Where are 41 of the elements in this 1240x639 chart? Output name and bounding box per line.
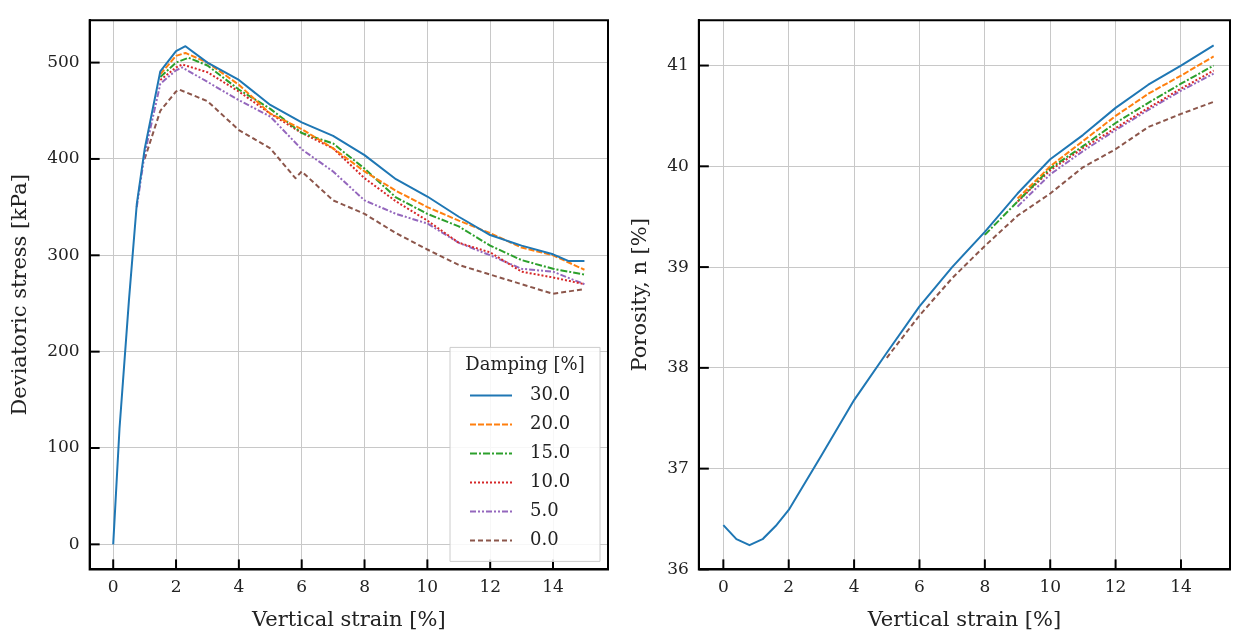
legend-label: 30.0 (530, 383, 571, 405)
y-tick-label: 400 (47, 147, 80, 168)
x-tick-label: 0 (107, 576, 119, 597)
y-tick-label: 100 (47, 436, 80, 457)
y-tick-label: 300 (47, 243, 80, 264)
y-tick-label: 41 (667, 53, 689, 74)
x-tick-label: 14 (1170, 576, 1192, 597)
legend-label: 10.0 (530, 470, 571, 492)
x-tick-label: 4 (848, 576, 860, 597)
x-axis-title: Vertical strain [%] (251, 606, 446, 631)
x-tick-label: 8 (979, 576, 991, 597)
y-axis-title: Porosity, n [%] (627, 218, 652, 372)
x-tick-label: 14 (542, 576, 564, 597)
x-tick-label: 12 (1104, 576, 1127, 597)
x-tick-label: 0 (717, 576, 729, 597)
legend-label: 5.0 (530, 499, 559, 521)
line-series (885, 100, 1215, 359)
y-tick-label: 200 (47, 340, 80, 361)
x-tick-label: 10 (416, 576, 439, 597)
x-axis-title: Vertical strain [%] (866, 606, 1062, 631)
y-tick-label: 37 (667, 457, 689, 478)
y-tick-label: 500 (47, 51, 80, 72)
y-tick-label: 36 (667, 557, 689, 578)
legend-title: Damping [%] (465, 353, 585, 375)
y-tick-label: 39 (667, 255, 689, 276)
y-tick-label: 38 (667, 356, 689, 377)
x-tick-label: 2 (783, 576, 795, 597)
legend-label: 0.0 (530, 528, 559, 550)
x-tick-label: 10 (1039, 576, 1062, 597)
y-tick-label: 40 (667, 154, 689, 175)
legend-label: 20.0 (530, 412, 571, 434)
y-tick-label: 0 (68, 532, 80, 553)
x-tick-label: 6 (914, 576, 925, 597)
x-tick-label: 2 (170, 576, 182, 597)
x-tick-label: 12 (479, 576, 502, 597)
x-tick-label: 6 (296, 576, 308, 597)
y-axis-title: Deviatoric stress [kPa] (7, 174, 32, 416)
line-series (983, 64, 1215, 236)
x-tick-label: 8 (359, 576, 370, 597)
legend-label: 15.0 (530, 441, 571, 463)
x-tick-label: 4 (233, 576, 245, 597)
